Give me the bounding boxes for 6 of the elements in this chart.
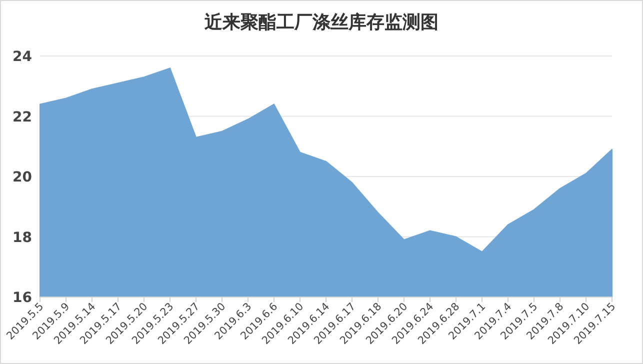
- y-tick-label: 18: [12, 230, 32, 246]
- chart-title: 近来聚酯工厂涤丝库存监测图: [204, 12, 438, 33]
- y-tick-label: 24: [12, 49, 32, 65]
- y-tick-label: 20: [12, 170, 32, 186]
- y-tick-label: 16: [12, 290, 32, 306]
- y-tick-label: 22: [12, 109, 32, 126]
